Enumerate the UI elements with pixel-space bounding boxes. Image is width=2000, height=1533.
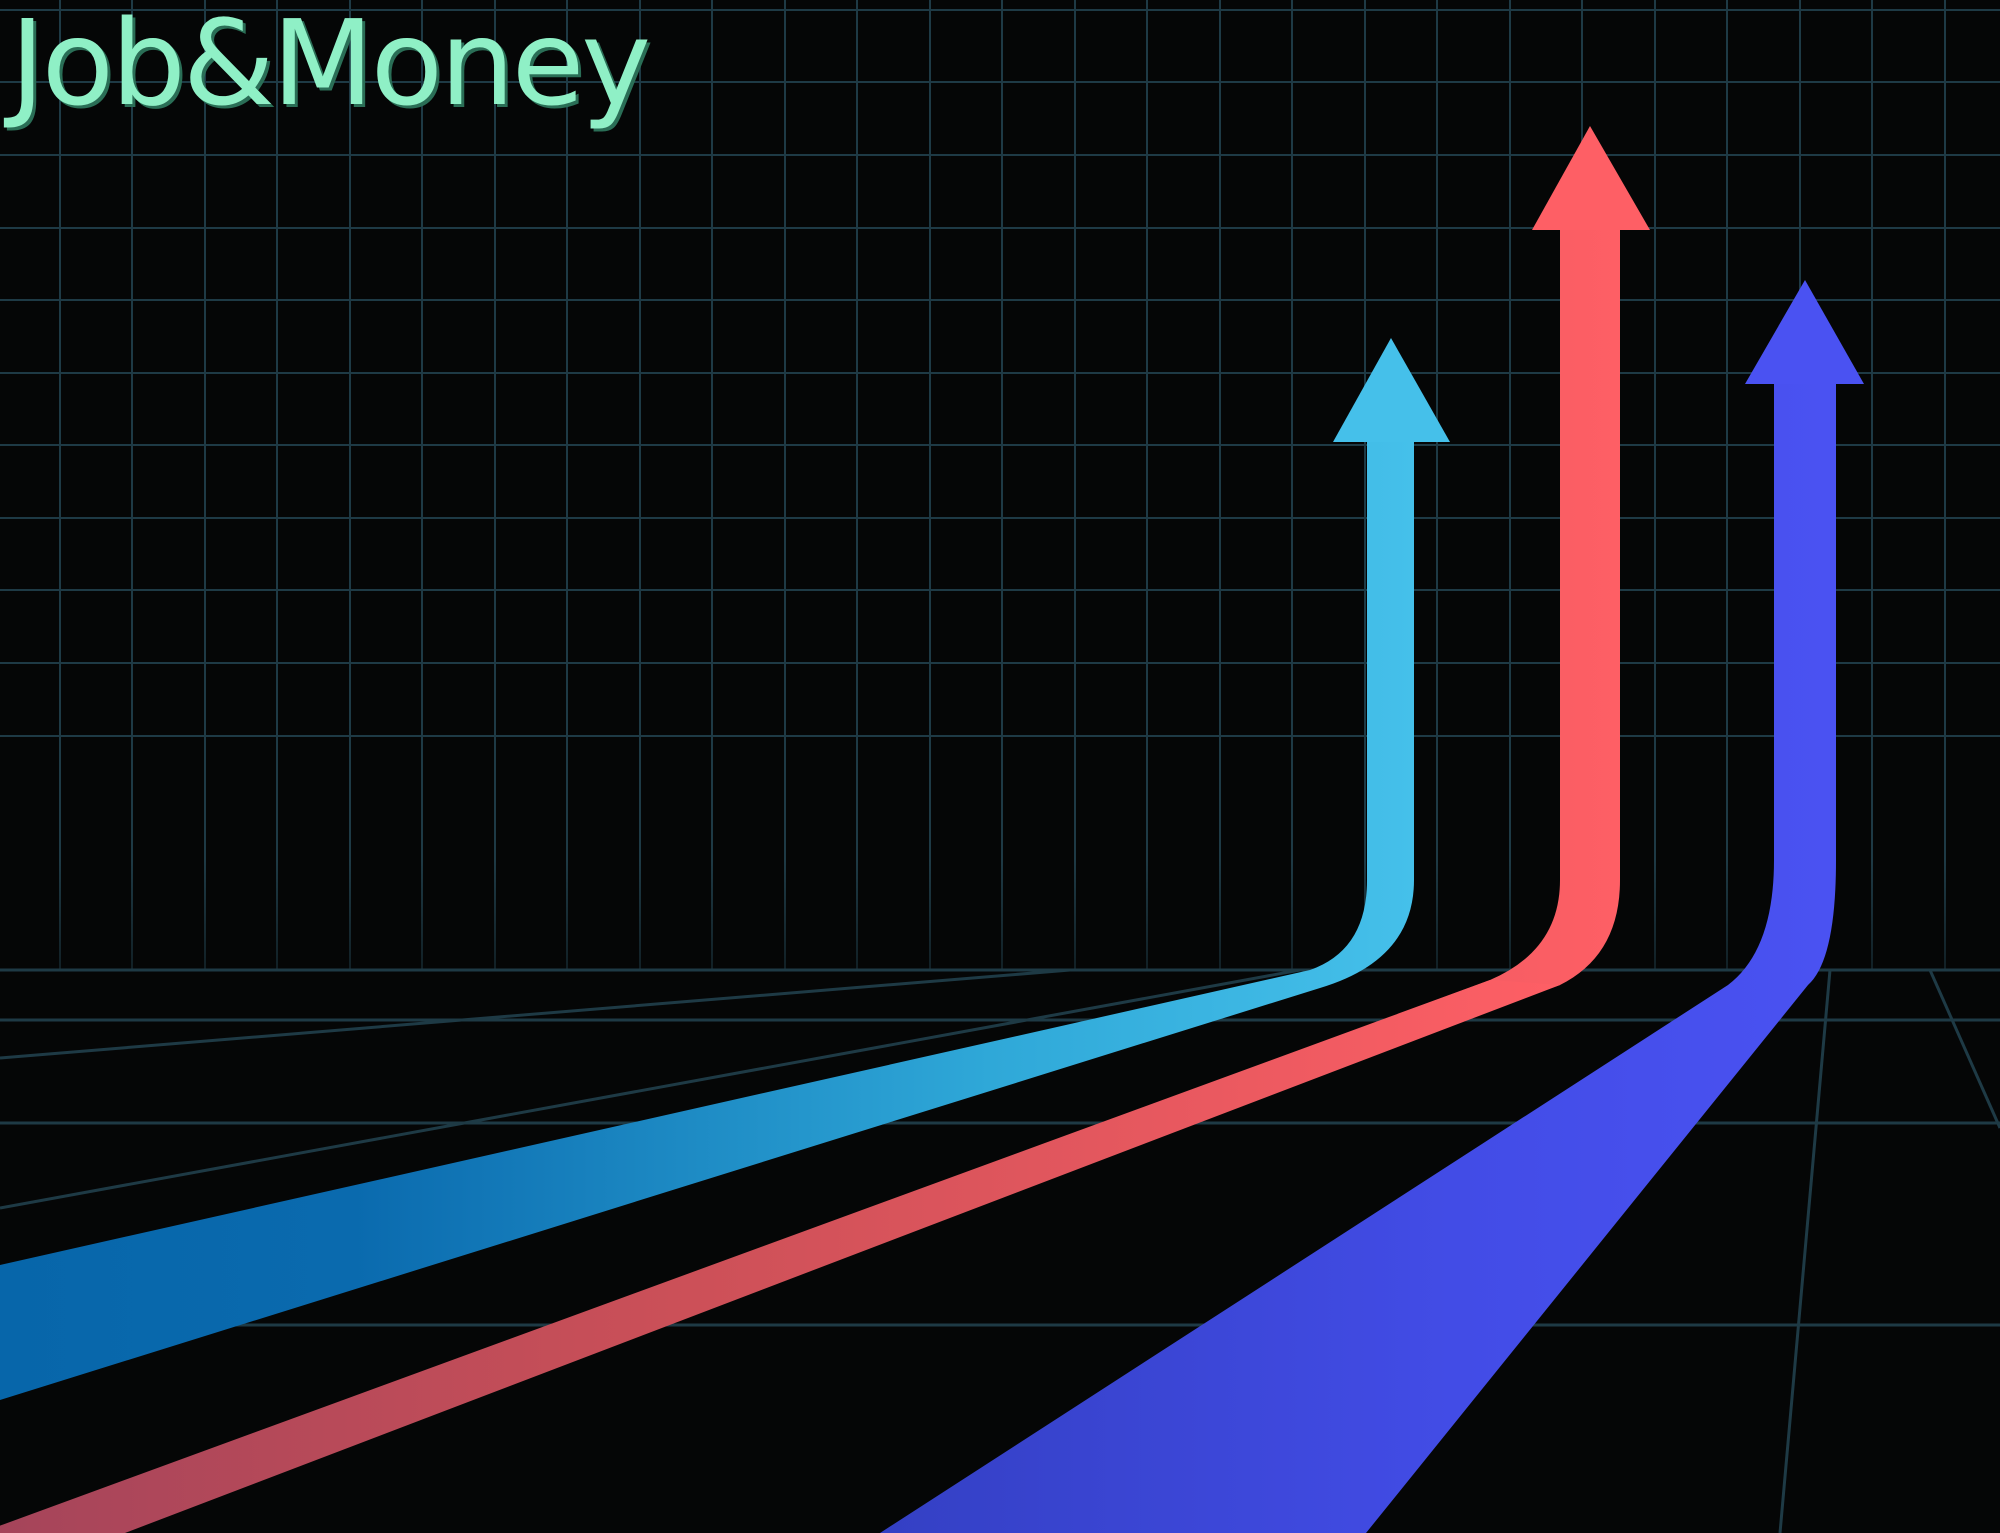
blue-arrow [880,280,1864,1533]
red-arrow [0,126,1650,1533]
wall-grid [0,0,2000,970]
floor-grid [0,968,2000,1533]
blue-arrow-head [1745,280,1864,384]
cyan-arrow-head [1333,338,1450,442]
blue-arrow-body [880,382,1836,1533]
red-arrow-lower-band [0,980,1560,1533]
brand-title: Job&Money [10,0,651,132]
wall-fade [0,860,2000,980]
red-arrow-head [1532,126,1650,230]
cyan-arrow-body [0,440,1414,1400]
cyan-arrow [0,338,1450,1400]
